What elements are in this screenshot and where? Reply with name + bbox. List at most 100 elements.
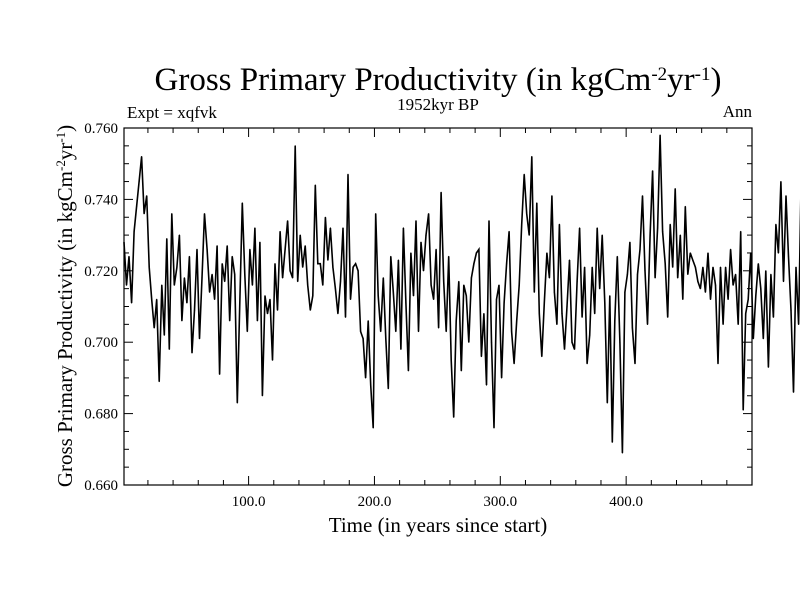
data-point: [146, 195, 148, 197]
data-point: [229, 320, 231, 322]
data-point: [304, 245, 306, 247]
data-point: [327, 259, 329, 261]
data-point: [662, 230, 664, 233]
data-point: [347, 173, 349, 175]
data-point: [750, 252, 752, 254]
data-point: [765, 270, 767, 272]
data-point: [752, 338, 754, 340]
x-axis-tick-labels: 100.0 200.0 300.0 400.0: [232, 494, 643, 510]
data-point: [410, 252, 412, 254]
data-point: [143, 213, 145, 215]
data-point: [483, 313, 485, 315]
data-point: [508, 230, 510, 233]
data-point: [775, 223, 777, 225]
data-point: [282, 277, 284, 279]
data-point: [725, 266, 727, 268]
data-point: [591, 266, 593, 268]
data-point: [687, 273, 689, 275]
data-point: [798, 323, 800, 325]
data-point: [360, 330, 362, 333]
data-point: [762, 338, 764, 340]
data-point: [558, 223, 561, 225]
data-point: [417, 330, 420, 333]
data-point: [493, 427, 495, 429]
data-point: [767, 366, 770, 368]
data-point: [702, 266, 704, 268]
data-point: [344, 316, 347, 318]
data-point: [249, 248, 251, 250]
data-point: [523, 173, 525, 175]
data-point: [266, 313, 269, 315]
data-point: [284, 248, 286, 250]
data-point: [158, 380, 160, 383]
data-point: [153, 327, 155, 329]
data-point: [465, 295, 467, 297]
data-point: [780, 181, 782, 183]
data-point: [619, 341, 621, 343]
data-point: [755, 295, 757, 297]
data-point: [362, 338, 364, 340]
data-point: [621, 452, 624, 454]
data-point: [682, 298, 684, 300]
data-point: [128, 255, 130, 258]
data-point: [460, 370, 462, 372]
data-point: [186, 302, 188, 304]
data-point: [161, 284, 163, 286]
data-point: [440, 191, 442, 193]
data-point: [422, 270, 425, 272]
data-point: [571, 341, 573, 343]
data-point: [704, 291, 707, 293]
data-point: [609, 295, 611, 297]
data-point: [415, 220, 417, 222]
data-point: [151, 298, 153, 300]
data-point: [511, 330, 513, 333]
data-point: [385, 338, 387, 340]
data-point: [166, 238, 168, 240]
y-tick-label: 0.740: [84, 192, 118, 208]
data-point: [586, 363, 588, 365]
data-point: [312, 295, 314, 297]
period-label: 1952kyr BP: [397, 95, 479, 114]
data-point: [322, 284, 324, 286]
data-point: [629, 241, 631, 243]
data-point: [792, 391, 795, 393]
data-point: [395, 330, 397, 333]
data-point: [365, 377, 367, 379]
y-tick-label: 0.720: [84, 264, 118, 280]
data-point: [521, 223, 523, 225]
x-axis-label: Time (in years since start): [329, 513, 548, 537]
data-point: [352, 266, 354, 268]
data-point: [785, 195, 787, 197]
data-point: [772, 316, 775, 318]
data-point: [644, 270, 646, 272]
data-point: [302, 266, 304, 268]
data-point: [168, 348, 170, 350]
data-point: [568, 259, 571, 261]
data-point: [722, 323, 724, 325]
data-point: [372, 427, 374, 429]
data-point: [742, 409, 744, 411]
data-point: [412, 295, 415, 297]
y-axis-tick-labels: 0.660 0.680 0.700 0.720 0.740 0.760: [84, 121, 118, 494]
data-point: [453, 416, 455, 418]
data-point: [397, 259, 399, 261]
x-tick-label: 400.0: [609, 494, 643, 510]
data-point: [138, 181, 140, 183]
data-point: [299, 234, 301, 236]
data-point: [601, 234, 603, 236]
data-point: [133, 230, 135, 233]
data-point: [624, 291, 626, 293]
data-point: [488, 220, 490, 222]
data-point: [443, 280, 445, 283]
data-point: [654, 277, 656, 279]
data-point: [689, 252, 691, 254]
data-point: [450, 359, 452, 361]
data-point: [672, 266, 674, 268]
data-point: [239, 302, 241, 304]
x-tick-label: 300.0: [483, 494, 517, 510]
data-point: [616, 255, 618, 258]
data-point: [342, 227, 344, 229]
data-point: [125, 284, 128, 286]
data-point: [292, 277, 294, 279]
data-point: [198, 338, 201, 340]
